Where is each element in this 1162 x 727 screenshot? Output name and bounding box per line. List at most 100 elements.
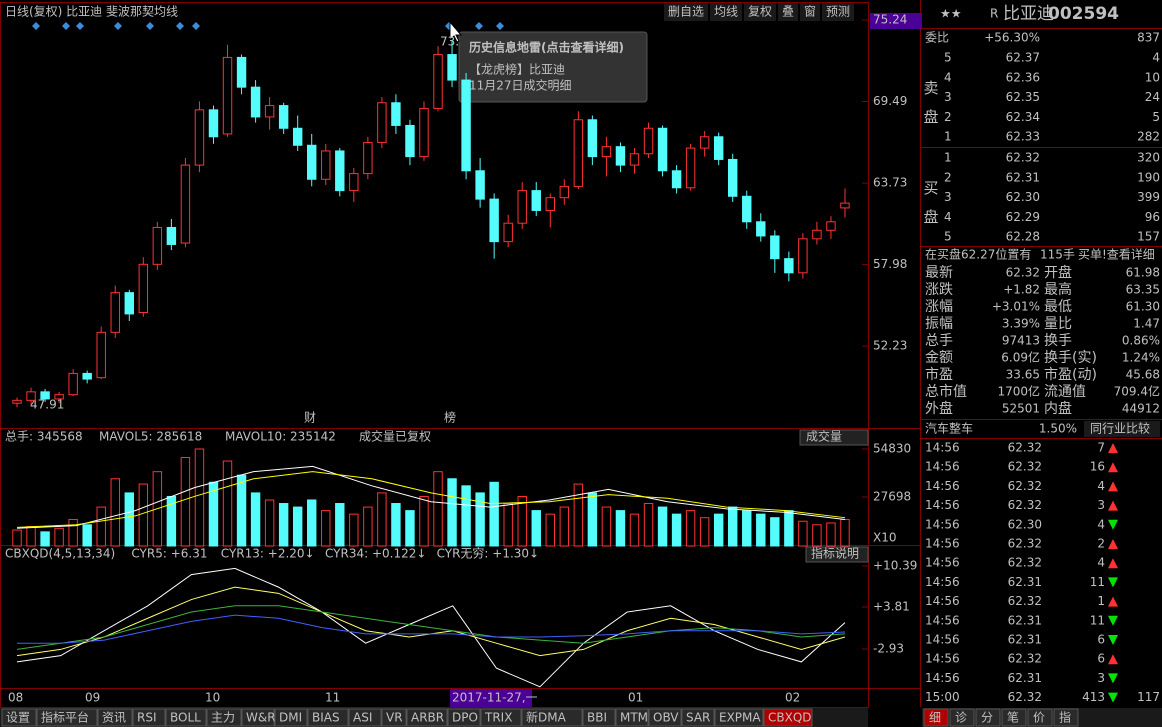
tab[interactable] bbox=[714, 708, 764, 727]
toolbar-button[interactable] bbox=[800, 3, 820, 21]
panel-tab[interactable] bbox=[1053, 708, 1079, 727]
book-volume: 5 bbox=[1152, 110, 1160, 124]
tab[interactable] bbox=[1, 708, 37, 727]
tab[interactable] bbox=[763, 708, 813, 727]
trade-volume: 11 bbox=[1090, 613, 1105, 627]
tab[interactable] bbox=[406, 708, 448, 727]
tooltip-title[interactable]: 历史信息地雷(点击查看详细) bbox=[469, 40, 624, 55]
trade-price: 62.32 bbox=[1008, 460, 1042, 474]
volume-bar bbox=[138, 483, 149, 547]
stat-label: 振幅 bbox=[925, 316, 953, 332]
toolbar-button[interactable] bbox=[822, 3, 854, 21]
trade-arrow bbox=[1108, 539, 1118, 549]
panel-tab[interactable] bbox=[923, 708, 949, 727]
tab[interactable] bbox=[480, 708, 522, 727]
indicator-header: CYR13: +2.20↓ bbox=[221, 547, 315, 561]
book-price: 62.36 bbox=[1006, 70, 1040, 84]
tab[interactable] bbox=[97, 708, 133, 727]
indicator-header: CYR5: +6.31 bbox=[131, 547, 207, 561]
compare-button[interactable] bbox=[1084, 421, 1160, 437]
tab[interactable] bbox=[36, 708, 98, 727]
notice-link[interactable]: 买单!查看详细 bbox=[1078, 247, 1155, 262]
volume-bar bbox=[531, 510, 541, 547]
volume-bar bbox=[517, 495, 527, 547]
tab[interactable] bbox=[521, 708, 583, 727]
help-button[interactable] bbox=[805, 546, 869, 563]
trade-arrow bbox=[1108, 596, 1118, 607]
candle-body bbox=[840, 202, 850, 209]
panel-tab[interactable] bbox=[1001, 708, 1027, 727]
tab[interactable] bbox=[381, 708, 407, 727]
high-annotation: 73. bbox=[440, 35, 459, 49]
stat-label: 换手(实) bbox=[1044, 349, 1097, 366]
tab[interactable] bbox=[348, 708, 382, 727]
volume-bar bbox=[615, 510, 626, 547]
stat-value: 52501 bbox=[1002, 402, 1040, 416]
tab[interactable] bbox=[132, 708, 166, 727]
candle-body bbox=[573, 119, 584, 187]
panel-tab-label: 价 bbox=[1033, 711, 1045, 725]
volume-bar bbox=[756, 513, 766, 547]
volume-bar bbox=[236, 474, 247, 547]
toolbar-button-label: 复权 bbox=[748, 5, 772, 19]
stat-label: 市盈(动) bbox=[1044, 366, 1097, 383]
toolbar-button[interactable] bbox=[664, 3, 708, 21]
weibi-label: 委比 bbox=[925, 31, 949, 45]
tab-label: TRIX bbox=[484, 711, 512, 725]
trade-time: 14:56 bbox=[925, 671, 960, 685]
volume-dropdown[interactable] bbox=[799, 429, 869, 446]
tab[interactable] bbox=[648, 708, 682, 727]
notice-volume: 115手 bbox=[1040, 248, 1075, 262]
tab[interactable] bbox=[582, 708, 616, 727]
trade-price: 62.31 bbox=[1008, 613, 1042, 627]
y-tick-label: 69.49 bbox=[873, 94, 907, 108]
toolbar-button[interactable] bbox=[710, 3, 742, 21]
tab[interactable] bbox=[615, 708, 649, 727]
event-cai: 财 bbox=[304, 411, 316, 425]
panel-tab[interactable] bbox=[975, 708, 1001, 727]
candle-body bbox=[770, 235, 780, 260]
stat-value: 709.4亿 bbox=[1114, 384, 1160, 399]
tab-label: SAR bbox=[686, 711, 710, 725]
tab-label: BOLL bbox=[170, 711, 201, 725]
tab[interactable] bbox=[165, 708, 207, 727]
book-volume: 157 bbox=[1137, 230, 1160, 244]
compare-label: 同行业比较 bbox=[1090, 421, 1150, 436]
trade-volume: 3 bbox=[1097, 498, 1105, 512]
volume-bar bbox=[335, 503, 345, 547]
volume-bar bbox=[54, 527, 64, 547]
candle-body bbox=[40, 391, 50, 400]
volume-bar bbox=[559, 506, 570, 547]
tooltip-box[interactable] bbox=[458, 31, 648, 103]
toolbar-button-label: 删自选 bbox=[668, 5, 704, 19]
y-tick-label: 63.73 bbox=[873, 176, 907, 190]
stat-value: 1.47 bbox=[1133, 317, 1160, 331]
panel-tab[interactable] bbox=[1027, 708, 1053, 727]
chart-header: 日线(复权) 比亚迪 斐波那契均线 bbox=[5, 5, 178, 19]
trade-volume: 16 bbox=[1090, 460, 1105, 474]
stat-label: 涨跌 bbox=[925, 282, 953, 298]
volume-bar bbox=[363, 506, 373, 547]
candle-body bbox=[559, 185, 570, 199]
stat-value: +3.01% bbox=[992, 300, 1040, 314]
tab[interactable] bbox=[681, 708, 715, 727]
candle-body bbox=[236, 56, 247, 88]
tab[interactable] bbox=[447, 708, 481, 727]
volume-bar bbox=[489, 481, 499, 547]
tab[interactable] bbox=[307, 708, 349, 727]
candle-body bbox=[68, 372, 78, 396]
tab[interactable] bbox=[206, 708, 242, 727]
tooltip[interactable]: 历史信息地雷(点击查看详细) 【龙虎榜】比亚迪 11月27日成交明细 bbox=[458, 31, 648, 103]
volume-bar bbox=[391, 503, 401, 547]
trade-arrow bbox=[1108, 443, 1118, 453]
tab[interactable] bbox=[274, 708, 308, 727]
panel-tab[interactable] bbox=[949, 708, 975, 727]
candle-body bbox=[699, 136, 710, 149]
candle-body bbox=[812, 229, 822, 240]
candle-body bbox=[517, 190, 527, 224]
book-price: 62.31 bbox=[1006, 170, 1040, 184]
toolbar-button[interactable] bbox=[744, 3, 776, 21]
tab[interactable] bbox=[241, 708, 275, 727]
toolbar-button[interactable] bbox=[778, 3, 798, 21]
book-price: 62.34 bbox=[1006, 110, 1040, 124]
